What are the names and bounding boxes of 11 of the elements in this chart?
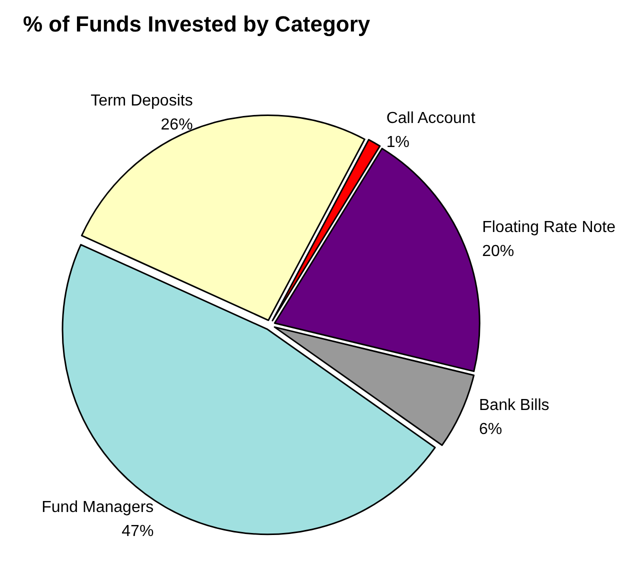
slice-label: Term Deposits — [90, 92, 193, 110]
slice-label: Floating Rate Note — [482, 219, 616, 236]
data-label: 6% — [478, 421, 502, 438]
data-label: 26% — [160, 116, 193, 134]
data-label: 1% — [386, 134, 410, 152]
slice-label: Bank Bills — [478, 397, 550, 414]
slice-label: Call Account — [386, 110, 476, 128]
data-label: 20% — [482, 243, 514, 260]
slice-label: Fund Managers — [42, 498, 154, 516]
chart-title: % of Funds Invested by Category — [23, 12, 371, 36]
data-label: 47% — [122, 522, 154, 540]
